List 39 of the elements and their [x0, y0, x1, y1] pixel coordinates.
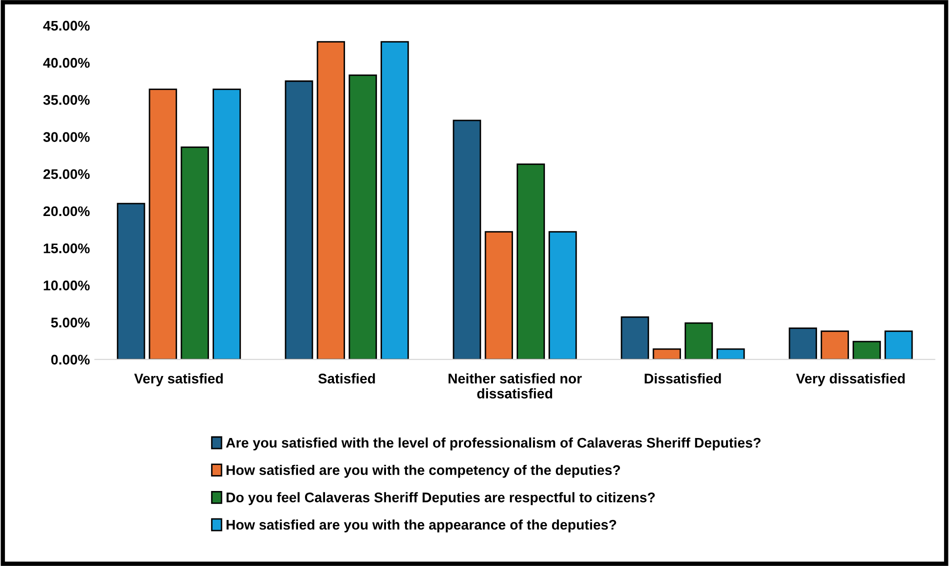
y-tick-label: 0.00%: [51, 354, 90, 365]
bar: [380, 41, 409, 360]
bar: [116, 202, 146, 360]
legend-label: How satisfied are you with the competency of the deputies?: [226, 464, 620, 478]
y-tick-label: 45.00%: [43, 20, 90, 31]
x-tick-label: Dissatisfied: [644, 373, 721, 384]
bar: [348, 74, 377, 360]
bar: [180, 146, 209, 360]
y-tick-label: 30.00%: [43, 132, 90, 142]
x-tick-label: Very satisfied: [134, 373, 223, 386]
legend-label: Do you feel Calaveras Sheriff Deputies are respectful to citizens?: [226, 492, 655, 506]
bar: [316, 41, 346, 360]
bar: [788, 328, 818, 360]
bar: [620, 316, 650, 360]
x-tick-label: Neither satisfied nor dissatisfied: [448, 373, 582, 398]
y-tick-label: 15.00%: [44, 243, 90, 254]
bar: [148, 88, 178, 360]
x-tick-label: Very dissatisfied: [796, 373, 905, 386]
y-tick-label: 5.00%: [51, 318, 90, 328]
bar: [516, 164, 545, 360]
y-tick-label: 40.00%: [43, 58, 90, 68]
y-tick-label: 10.00%: [44, 280, 90, 290]
legend-label: How satisfied are you with the appearance of the deputies?: [226, 519, 616, 532]
bar: [684, 322, 713, 360]
bar: [284, 80, 314, 360]
x-tick-label: Satisfied: [318, 373, 375, 384]
y-tick-label: 35.00%: [43, 95, 90, 105]
bar: [820, 330, 849, 360]
bar: [716, 348, 745, 360]
bar: [548, 231, 577, 360]
bar: [452, 120, 482, 360]
y-tick-label: 20.00%: [43, 206, 90, 216]
bar: [484, 231, 514, 360]
y-tick-label: 25.00%: [43, 169, 90, 180]
bar: [652, 348, 681, 360]
bar: [212, 88, 241, 360]
bar: [852, 340, 881, 360]
bar: [884, 330, 913, 360]
legend-label: Are you satisfied with the level of professionalism of Calaveras Sheriff Deputies?: [226, 437, 761, 450]
